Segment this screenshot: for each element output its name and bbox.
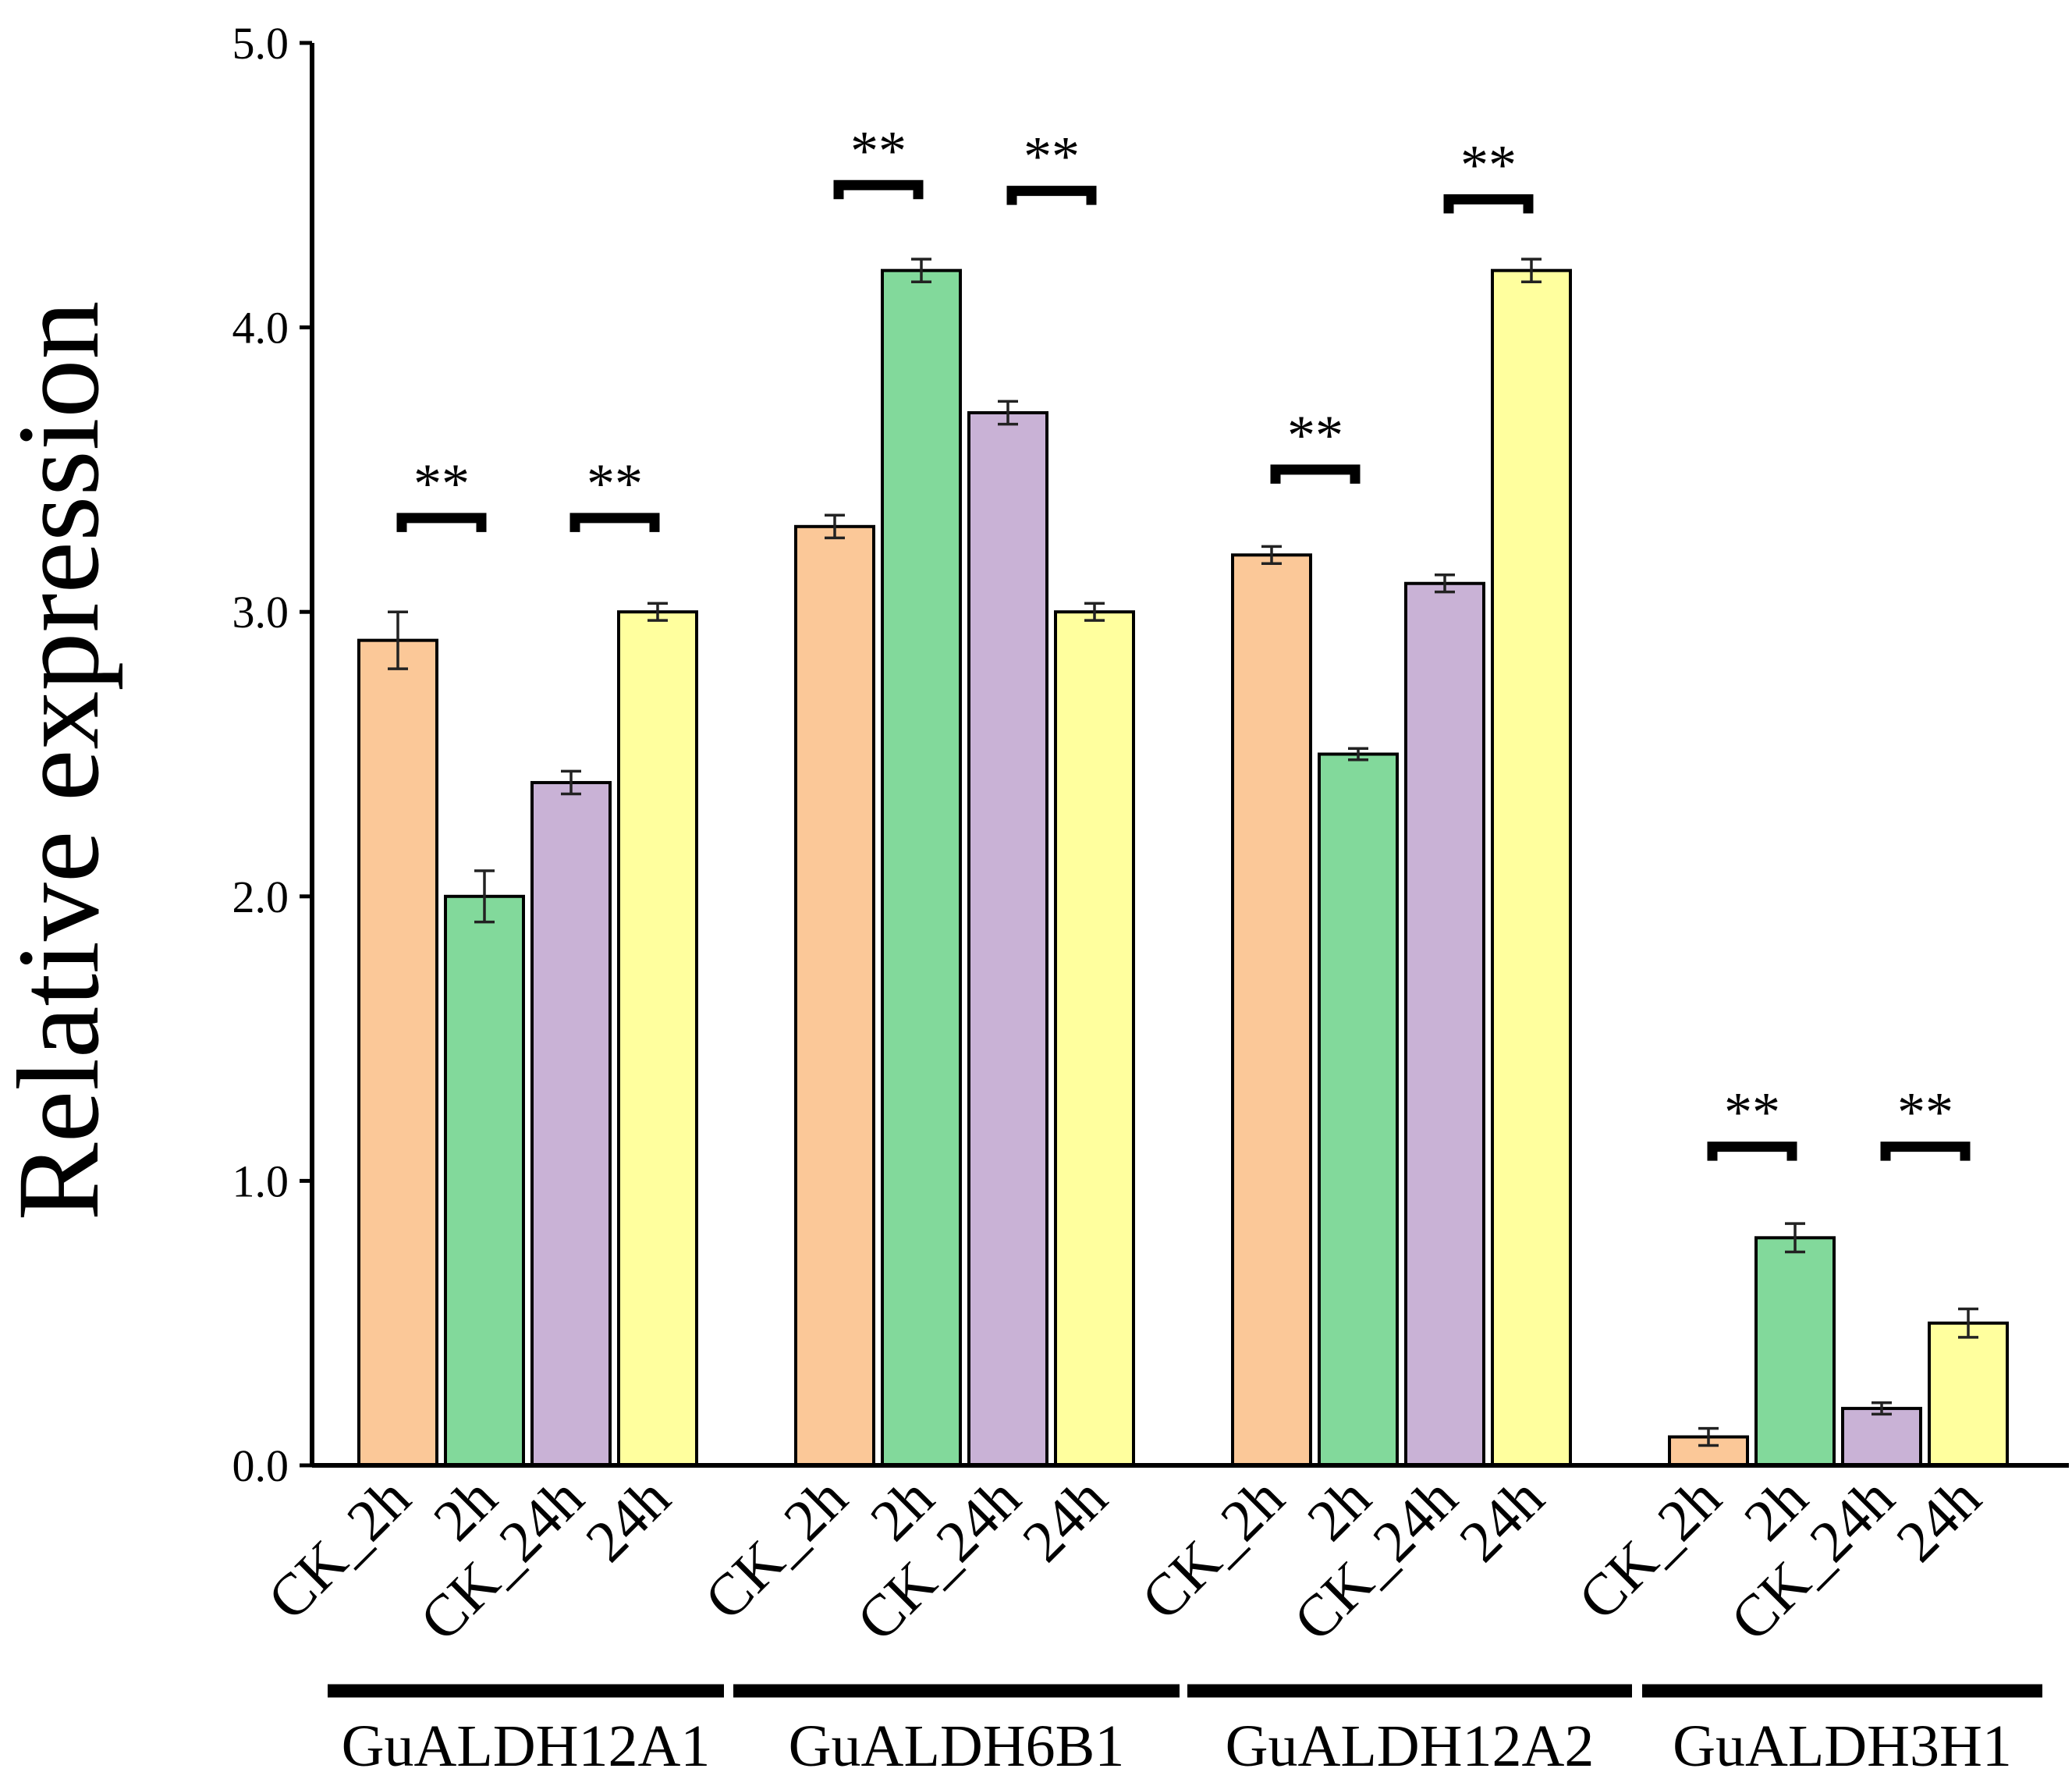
significance-bracket [569,513,660,532]
bar-GuALDH6B1-2h [881,268,962,1467]
x-tick-label: CK_2h [1129,1465,1297,1633]
significance-label: ** [1897,1081,1953,1144]
significance-label: ** [587,453,643,515]
significance-bracket [1270,464,1361,484]
bar-GuALDH12A1-24h [617,610,698,1468]
significance-label: ** [1460,134,1517,197]
significance-bracket [396,513,487,532]
significance-label: ** [1724,1081,1780,1144]
bar-GuALDH12A1-2h [444,894,525,1468]
gene-label: GuALDH12A2 [1226,1713,1595,1772]
y-axis-title: Relative expression [0,301,123,1221]
y-tick-label: 5.0 [232,18,289,69]
error-bar [1348,747,1368,762]
x-tick-label: 24h [573,1465,683,1575]
y-tick-label: 4.0 [232,303,289,353]
bar-GuALDH6B1-24h [1054,610,1135,1468]
y-tick-label: 3.0 [232,587,289,637]
x-tick-label: CK_2h [1566,1465,1733,1633]
error-bar [1958,1307,1978,1339]
significance-label: ** [1024,126,1080,188]
error-bar [474,869,495,924]
gene-label: GuALDH6B1 [789,1713,1125,1772]
bar-GuALDH12A2-2h [1318,752,1399,1467]
error-bar [1872,1401,1892,1416]
bars [357,257,2009,1468]
bar-GuALDH12A1-CK_24h [530,780,612,1467]
x-tick-label: 24h [1884,1465,1993,1575]
bar-GuALDH12A1-CK_2h [357,638,438,1467]
bar-GuALDH3H1-CK_24h [1841,1407,1922,1467]
y-tick-label: 2.0 [232,872,289,922]
bar-GuALDH6B1-CK_24h [967,410,1048,1467]
error-bar [1785,1222,1805,1254]
gene-groups: GuALDH12A1 GuALDH6B1 GuALDH12A2 GuALDH3H1 [328,1684,2042,1772]
significance-bracket [1707,1142,1797,1161]
bar-GuALDH3H1-24h [1928,1321,2009,1467]
significance-label: ** [413,453,470,515]
y-tick-label: 0.0 [232,1440,289,1491]
error-bar [1084,602,1105,622]
significance-bracket [1006,186,1097,205]
error-bar [1435,574,1455,594]
gene-label: GuALDH12A1 [342,1713,711,1772]
error-bar [911,257,931,284]
x-tick-label: 24h [1010,1465,1119,1575]
y-axis: 0.0 1.0 2.0 3.0 4.0 5.0 [232,18,314,1491]
significance-label: ** [1287,404,1343,467]
bar-GuALDH12A2-CK_24h [1404,581,1485,1467]
bar-GuALDH6B1-CK_2h [794,524,875,1468]
x-tick-label: CK_2h [692,1465,860,1633]
significance-label: ** [850,119,906,182]
significance-bracket [1443,194,1534,214]
error-bar [648,602,668,622]
x-tick-label: 24h [1447,1465,1556,1575]
error-bar [998,399,1018,426]
error-bar [825,513,845,540]
bar-GuALDH3H1-2h [1754,1236,1836,1467]
significance-annotations: ** ** ** ** ** ** ** ** [396,119,1971,1161]
significance-bracket [833,179,924,200]
significance-bracket [1880,1142,1971,1161]
error-bar [1698,1426,1719,1447]
bar-GuALDH12A2-CK_2h [1231,553,1312,1467]
error-bar [1261,545,1282,565]
error-bar [561,769,581,796]
bar-GuALDH12A2-24h [1491,268,1572,1467]
gene-label: GuALDH3H1 [1673,1713,2012,1772]
error-bar [1521,257,1542,284]
error-bar [388,610,408,670]
y-tick-label: 1.0 [232,1156,289,1206]
